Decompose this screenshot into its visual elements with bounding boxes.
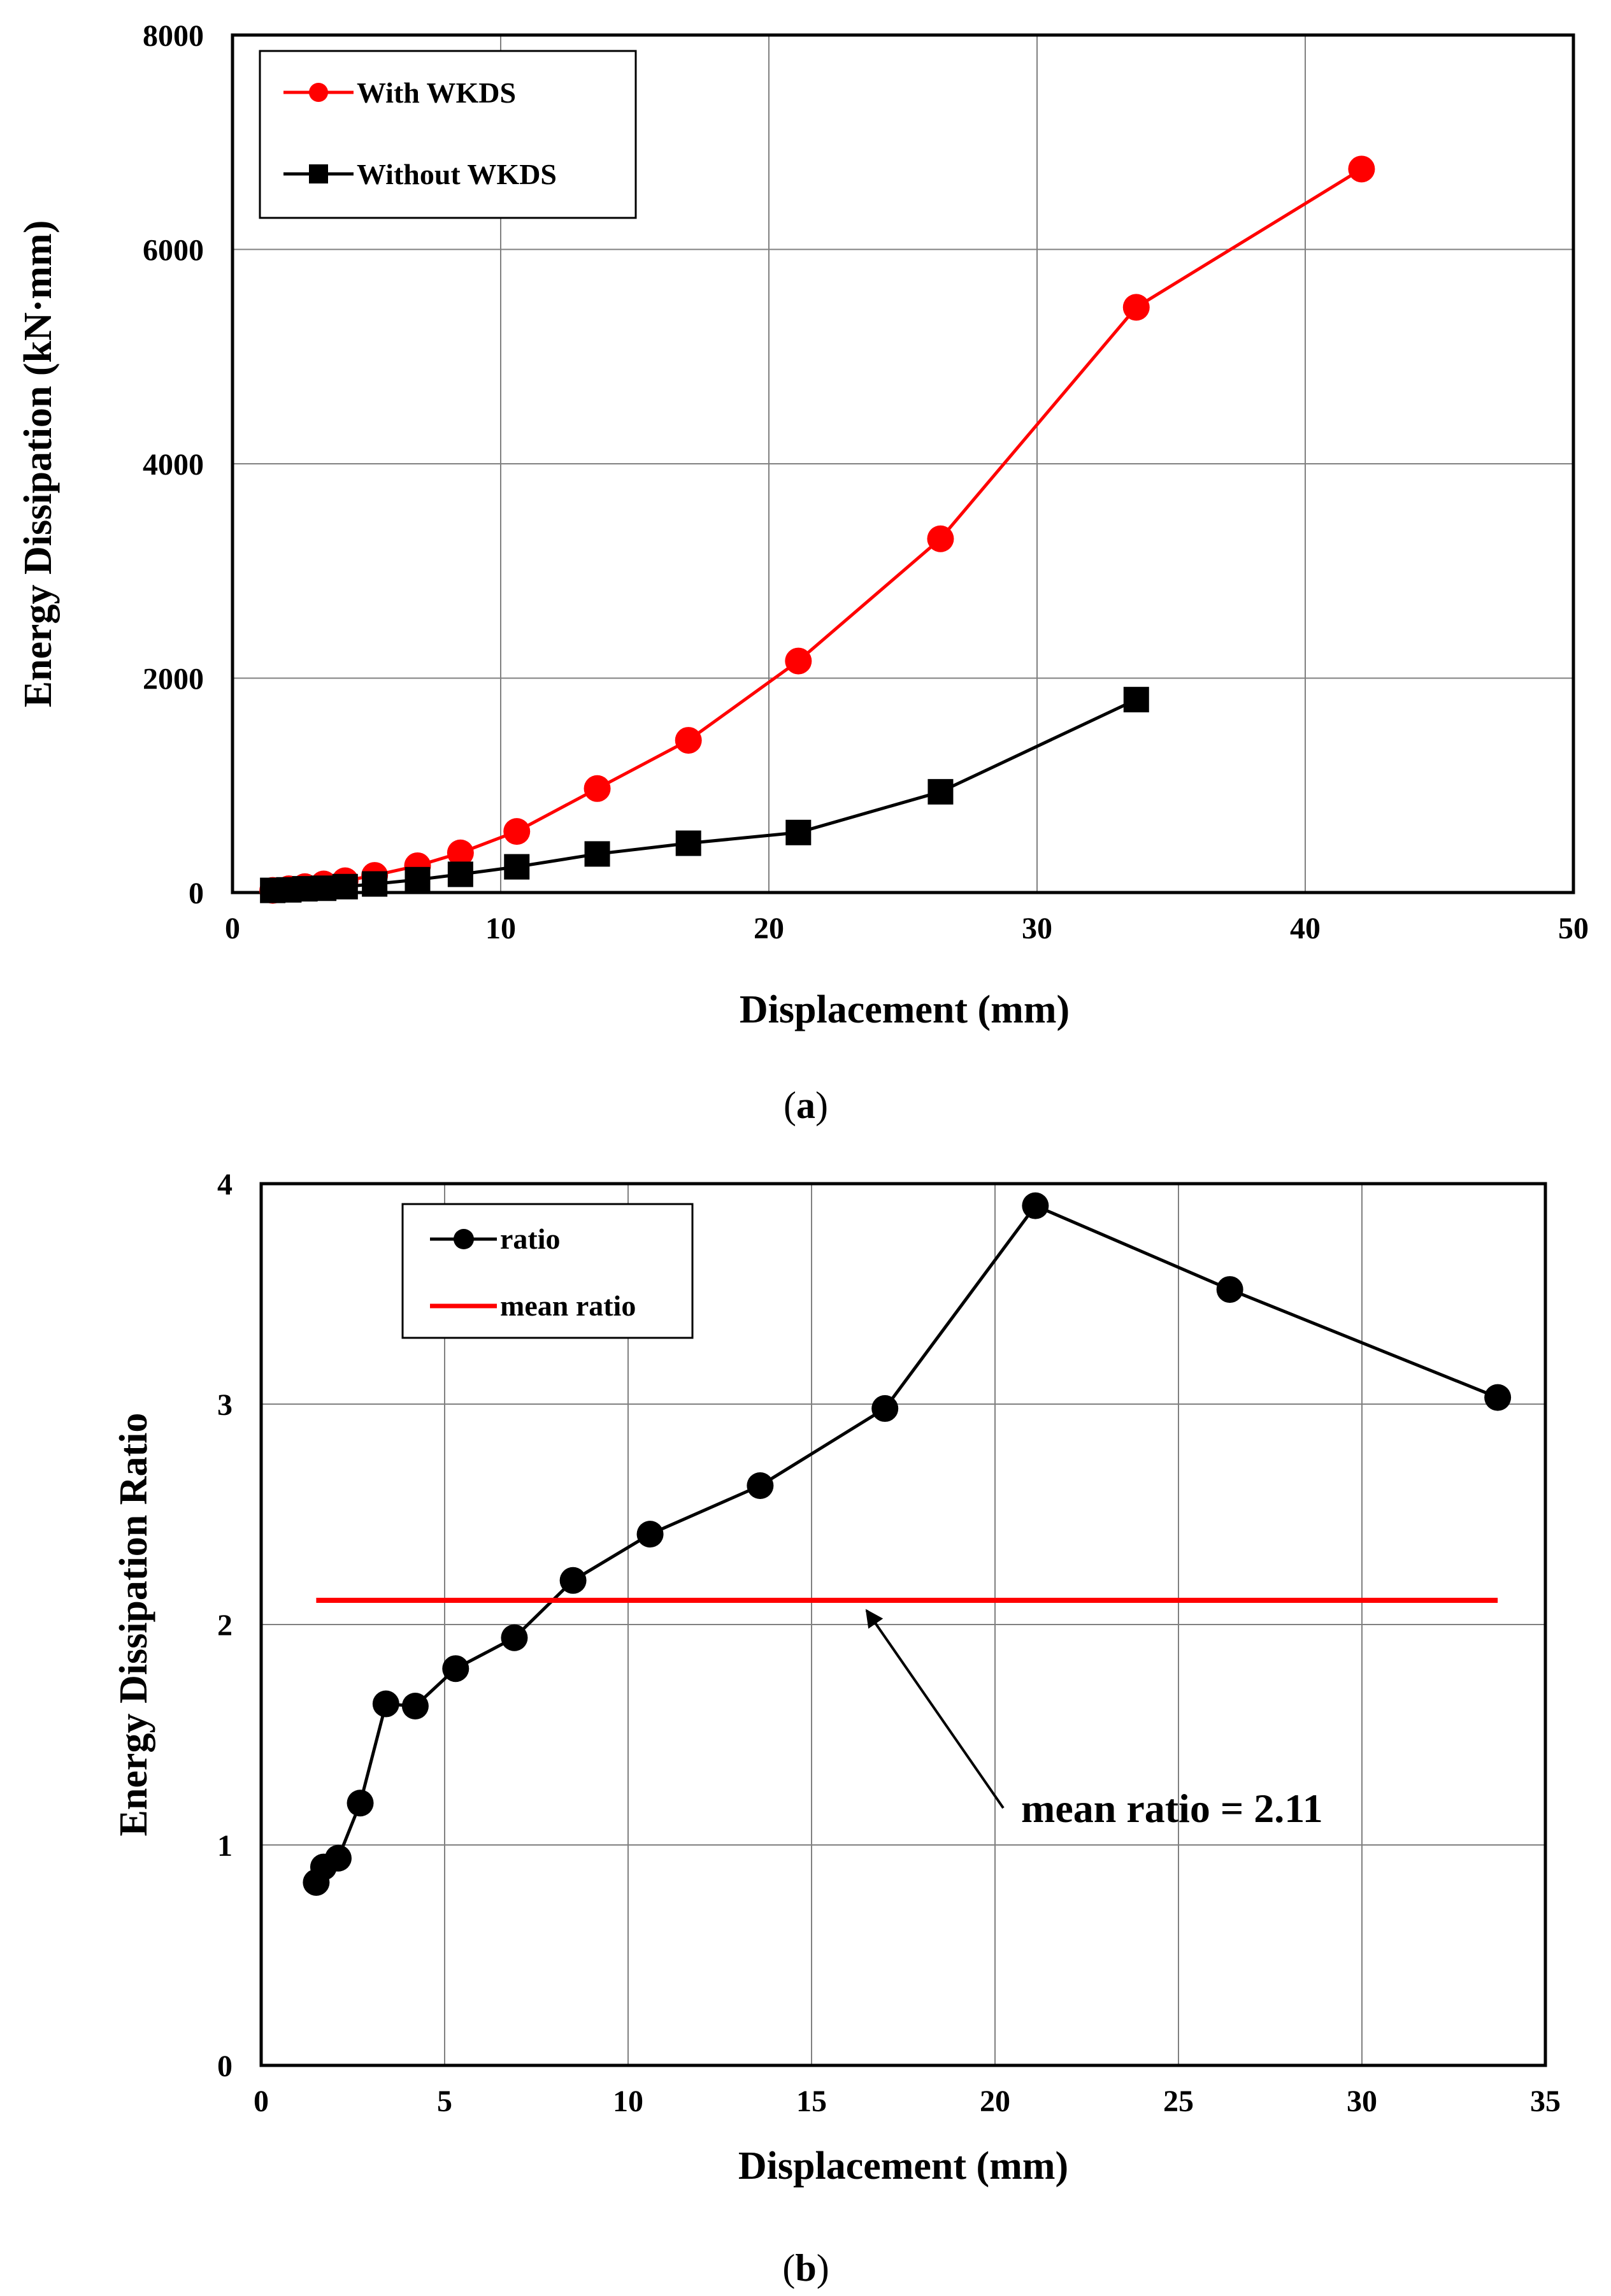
chart-b-y-axis-label: Energy Dissipation Ratio <box>112 1413 155 1837</box>
chart-b-x-tick-label: 20 <box>980 2084 1010 2118</box>
chart-b-y-tick-label: 0 <box>217 2049 233 2083</box>
chart-a-series-with-wkds-line <box>272 168 1363 893</box>
chart-b-x-tick-label: 30 <box>1347 2084 1377 2118</box>
chart-a-point-without-wkds <box>584 841 610 867</box>
chart-b-y-tick-label: 2 <box>217 1609 233 1642</box>
chart-a-point-with-wkds <box>1348 155 1375 183</box>
chart-b-legend-label-mean-ratio: mean ratio <box>500 1289 636 1322</box>
chart-b-legend-box <box>401 1203 694 1339</box>
chart-b-x-tick-label: 15 <box>796 2084 827 2118</box>
chart-a-point-without-wkds <box>785 819 812 845</box>
chart-b-x-tick-label: 5 <box>437 2084 452 2118</box>
chart-a-grid <box>233 35 1573 893</box>
chart-b-point-ratio <box>347 1790 374 1817</box>
chart-b-y-tick-label: 3 <box>217 1388 233 1422</box>
chart-b-caption: (b) <box>782 2247 829 2289</box>
chart-a-legend: With WKDS Without WKDS <box>259 50 637 219</box>
chart-b-x-axis-label: Displacement (mm) <box>738 2144 1068 2188</box>
chart-b: 0 5 10 15 20 25 30 35 0 1 2 3 4 Displacement (mm) En… <box>112 1168 1561 2289</box>
chart-a-x-axis-label: Displacement (mm) <box>740 988 1070 1031</box>
chart-a-point-without-wkds <box>675 830 701 856</box>
chart-b-point-ratio <box>442 1655 469 1683</box>
chart-a-point-without-wkds <box>311 875 337 901</box>
chart-b-grid <box>261 1184 1545 2065</box>
chart-a-y-tick-label: 2000 <box>143 663 204 696</box>
chart-a-x-tick-label: 30 <box>1022 912 1052 945</box>
chart-a-y-axis-label: Energy Dissipation (kN·mm) <box>17 220 60 708</box>
chart-a-y-tick-label: 6000 <box>143 234 204 268</box>
chart-a-plot-frame <box>231 33 1575 894</box>
chart-b-point-ratio <box>1216 1276 1243 1303</box>
chart-a-x-tick-label: 20 <box>754 912 784 945</box>
chart-a-legend-label-without-wkds: Without WKDS <box>357 158 557 190</box>
chart-a-series <box>259 155 1375 904</box>
chart-b-point-ratio <box>747 1472 774 1500</box>
chart-a-point-without-wkds <box>405 866 431 893</box>
chart-b-caption-letter: b <box>795 2247 816 2289</box>
chart-a-point-without-wkds <box>1123 687 1149 713</box>
chart-a-legend-label-with-wkds: With WKDS <box>357 76 516 109</box>
chart-b-tick-labels: 0 5 10 15 20 25 30 35 0 1 2 3 4 <box>217 1168 1561 2118</box>
chart-a-y-tick-label: 4000 <box>143 448 204 482</box>
chart-b-point-ratio <box>501 1624 528 1651</box>
chart-b-legend-label-ratio: ratio <box>500 1223 561 1255</box>
chart-a-point-without-wkds <box>332 873 358 900</box>
chart-a-point-without-wkds <box>447 861 473 887</box>
chart-b-annotation-arrow <box>865 1609 1005 1809</box>
chart-a-point-with-wkds <box>447 839 474 866</box>
chart-b-annotation-text: mean ratio = 2.11 <box>1021 1786 1323 1831</box>
chart-b-point-ratio <box>1022 1192 1049 1219</box>
chart-a-x-tick-label: 40 <box>1290 912 1321 945</box>
chart-b-x-tick-label: 10 <box>613 2084 643 2118</box>
chart-a-x-tick-label: 10 <box>485 912 516 945</box>
chart-a-caption: (a) <box>784 1084 828 1126</box>
chart-b-series <box>303 1192 1512 1896</box>
chart-a-point-with-wkds <box>584 775 611 802</box>
chart-b-x-tick-label: 25 <box>1163 2084 1194 2118</box>
chart-a-caption-letter: a <box>796 1084 815 1126</box>
chart-b-y-tick-label: 1 <box>217 1829 233 1863</box>
chart-a-point-with-wkds <box>503 818 531 845</box>
chart-a-legend-box <box>259 50 637 219</box>
chart-b-legend: ratio mean ratio <box>401 1203 694 1339</box>
chart-b-x-tick-label: 35 <box>1530 2084 1561 2118</box>
chart-a-legend-marker-with-wkds <box>309 83 328 102</box>
chart-b-point-ratio <box>372 1690 399 1718</box>
chart-b-point-ratio <box>324 1844 352 1872</box>
chart-a: 0 10 20 30 40 50 0 2000 4000 6000 8000 Displacemen… <box>17 19 1589 1126</box>
chart-b-legend-marker-ratio <box>454 1229 474 1249</box>
chart-b-point-ratio <box>871 1395 899 1422</box>
chart-a-point-with-wkds <box>675 727 702 754</box>
chart-b-point-ratio <box>559 1567 587 1594</box>
chart-a-point-without-wkds <box>927 778 954 805</box>
chart-a-point-with-wkds <box>927 525 954 552</box>
chart-a-point-with-wkds <box>785 647 812 675</box>
chart-a-x-tick-label: 50 <box>1558 912 1589 945</box>
chart-b-point-ratio <box>636 1521 664 1548</box>
chart-a-point-without-wkds <box>362 871 388 897</box>
chart-b-plot-frame <box>259 1182 1547 2067</box>
chart-a-y-tick-label: 0 <box>189 877 204 910</box>
chart-b-point-ratio <box>1484 1384 1512 1411</box>
chart-a-y-tick-label: 8000 <box>143 19 204 53</box>
chart-a-point-with-wkds <box>1122 294 1150 321</box>
chart-b-y-tick-label: 4 <box>217 1168 233 1202</box>
chart-a-legend-marker-without-wkds <box>309 164 328 183</box>
chart-b-x-tick-label: 0 <box>254 2084 269 2118</box>
chart-a-x-tick-label: 0 <box>225 912 240 945</box>
chart-a-tick-labels: 0 10 20 30 40 50 0 2000 4000 6000 8000 <box>143 19 1589 945</box>
chart-a-point-without-wkds <box>504 854 530 880</box>
chart-b-point-ratio <box>401 1693 429 1720</box>
